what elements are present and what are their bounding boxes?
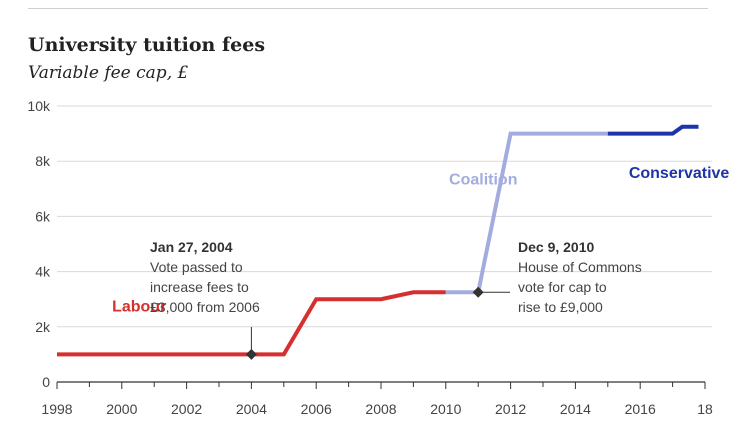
y-tick-label: 0 <box>42 374 50 390</box>
series-label-labour: Labour <box>112 299 166 316</box>
y-tick-label: 10k <box>27 98 51 114</box>
series-line-coalition <box>445 131 608 295</box>
x-tick-label: 2004 <box>236 401 267 417</box>
annotation-date: Jan 27, 2004 <box>150 239 233 255</box>
x-tick-label: 2002 <box>171 401 202 417</box>
y-axis: 0 2k 4k 6k 8k 10k <box>27 98 51 390</box>
x-tick-label: 2008 <box>365 401 396 417</box>
series-line-conservative <box>607 124 699 136</box>
annotation-text: Vote passed to <box>150 259 243 275</box>
series-label-conservative: Conservative <box>629 165 730 182</box>
y-tick-label: 2k <box>35 319 51 335</box>
x-tick-label: 2006 <box>301 401 332 417</box>
annotation-date: Dec 9, 2010 <box>518 239 594 255</box>
annotation-text: rise to £9,000 <box>518 299 603 315</box>
annotation-marker <box>245 348 257 360</box>
x-tick-label: 1998 <box>41 401 72 417</box>
x-axis: 1998 2000 2002 2004 2006 2008 2010 2012 2014 2016… <box>41 381 713 417</box>
annotation-marker <box>472 286 484 298</box>
annotation-text: House of Commons <box>518 259 642 275</box>
x-tick-label: 2012 <box>495 401 526 417</box>
chart-title: University tuition fees <box>28 34 266 56</box>
series-label-coalition: Coalition <box>449 172 517 189</box>
annotation-text: vote for cap to <box>518 279 607 295</box>
y-tick-label: 4k <box>35 264 51 280</box>
x-tick-label: 2014 <box>560 401 591 417</box>
annotation-markers <box>245 286 484 360</box>
series-labels: Labour Coalition Conservative <box>112 165 729 316</box>
x-tick-label: 2016 <box>625 401 656 417</box>
annotation-text: increase fees to <box>150 279 249 295</box>
x-tick-label: 18 <box>697 401 713 417</box>
x-tick-label: 2010 <box>430 401 461 417</box>
y-tick-label: 8k <box>35 153 51 169</box>
annotations: Jan 27, 2004 Vote passed to increase fees … <box>150 239 642 315</box>
header-rule <box>28 8 708 9</box>
x-tick-label: 2000 <box>106 401 137 417</box>
annotation-text: £3,000 from 2006 <box>150 299 260 315</box>
y-tick-label: 6k <box>35 208 51 224</box>
chart-subtitle: Variable fee cap, £ <box>28 63 189 83</box>
gridlines <box>57 105 712 328</box>
